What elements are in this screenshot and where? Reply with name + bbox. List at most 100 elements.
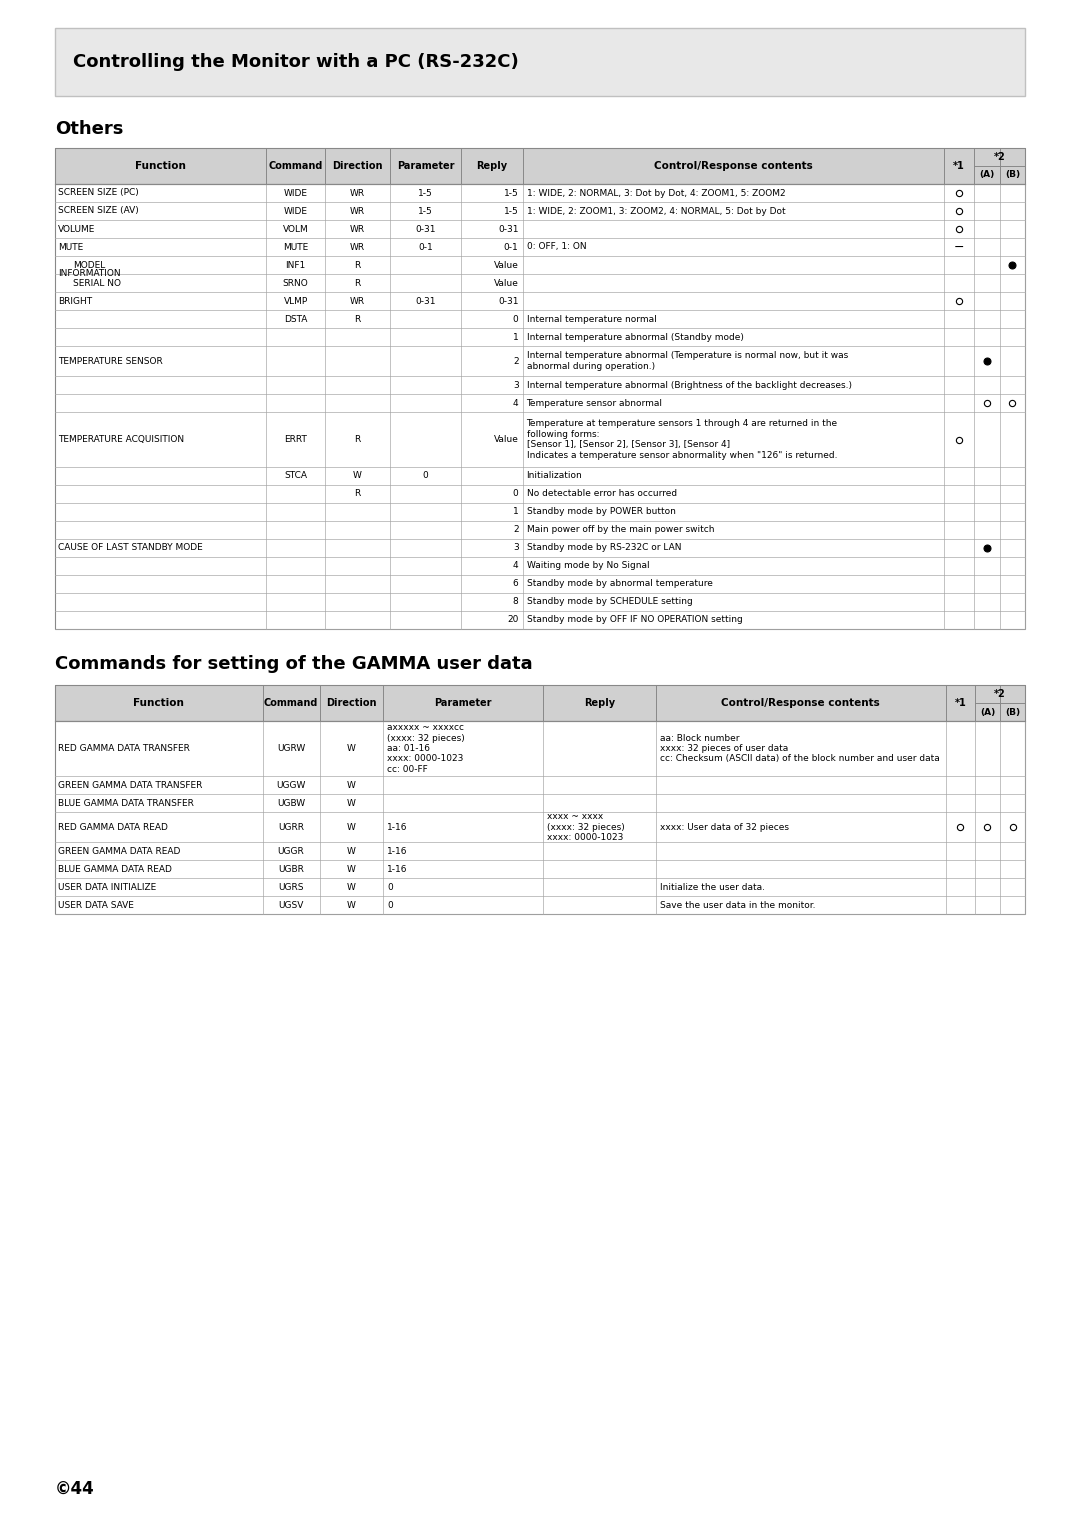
Text: R: R [354,278,361,287]
Text: UGRW: UGRW [276,744,306,753]
Text: Internal temperature abnormal (Standby mode): Internal temperature abnormal (Standby m… [527,333,743,342]
Text: Value: Value [494,278,518,287]
Text: W: W [347,846,356,855]
Text: MUTE: MUTE [283,243,308,252]
Text: 0-1: 0-1 [503,243,518,252]
Text: aa: Block number
xxxx: 32 pieces of user data
cc: Checksum (ASCII data) of the b: aa: Block number xxxx: 32 pieces of user… [660,733,940,764]
Text: 3: 3 [513,544,518,553]
Text: Control/Response contents: Control/Response contents [721,698,880,709]
Text: 1: WIDE, 2: NORMAL, 3: Dot by Dot, 4: ZOOM1, 5: ZOOM2: 1: WIDE, 2: NORMAL, 3: Dot by Dot, 4: ZO… [527,188,785,197]
Text: *1: *1 [955,698,967,709]
Text: UGRR: UGRR [278,823,305,832]
Text: UGGR: UGGR [278,846,305,855]
Text: WR: WR [350,224,365,234]
Text: W: W [347,799,356,808]
Text: Function: Function [135,160,186,171]
Text: No detectable error has occurred: No detectable error has occurred [527,490,677,498]
Text: 8: 8 [513,597,518,606]
Text: Temperature sensor abnormal: Temperature sensor abnormal [527,399,662,408]
Text: 6: 6 [513,580,518,588]
Text: Standby mode by POWER button: Standby mode by POWER button [527,507,675,516]
Text: Others: Others [55,121,123,137]
Text: VOLUME: VOLUME [58,224,95,234]
Text: WR: WR [350,243,365,252]
Text: 0: 0 [513,490,518,498]
Text: Standby mode by abnormal temperature: Standby mode by abnormal temperature [527,580,713,588]
Text: 0-31: 0-31 [416,224,436,234]
Text: Command: Command [268,160,323,171]
Text: Parameter: Parameter [434,698,492,709]
Text: UGBR: UGBR [279,864,303,873]
Text: CAUSE OF LAST STANDBY MODE: CAUSE OF LAST STANDBY MODE [58,544,203,553]
Text: VOLM: VOLM [283,224,309,234]
Text: Function: Function [133,698,185,709]
Text: STCA: STCA [284,472,307,481]
Text: SCREEN SIZE (AV): SCREEN SIZE (AV) [58,206,138,215]
Text: Direction: Direction [332,160,382,171]
Text: 1-5: 1-5 [418,188,433,197]
Text: 1-16: 1-16 [388,823,408,832]
Text: Commands for setting of the GAMMA user data: Commands for setting of the GAMMA user d… [55,655,532,673]
Bar [55,686,1025,721]
Text: W: W [347,901,356,910]
Text: W: W [347,883,356,892]
Text: Direction: Direction [326,698,377,709]
Text: Value: Value [494,435,518,444]
Text: W: W [347,744,356,753]
Text: *2: *2 [994,153,1005,162]
Text: TEMPERATURE SENSOR: TEMPERATURE SENSOR [58,356,163,365]
Text: 1: WIDE, 2: ZOOM1, 3: ZOOM2, 4: NORMAL, 5: Dot by Dot: 1: WIDE, 2: ZOOM1, 3: ZOOM2, 4: NORMAL, … [527,206,785,215]
Text: ERRT: ERRT [284,435,307,444]
Text: xxxx ~ xxxx
(xxxx: 32 pieces)
xxxx: 0000-1023: xxxx ~ xxxx (xxxx: 32 pieces) xxxx: 0000… [548,812,625,841]
Bar [55,721,1025,915]
Text: WR: WR [350,206,365,215]
Text: 20: 20 [508,615,518,625]
Text: 0: 0 [422,472,429,481]
Text: 1-5: 1-5 [503,206,518,215]
Text: Internal temperature abnormal (Temperature is normal now, but it was
abnormal du: Internal temperature abnormal (Temperatu… [527,351,848,371]
Text: VLMP: VLMP [283,296,308,305]
Text: xxxx: User data of 32 pieces: xxxx: User data of 32 pieces [660,823,788,832]
Text: DSTA: DSTA [284,315,307,324]
Text: 0-31: 0-31 [416,296,436,305]
Text: MUTE: MUTE [58,243,83,252]
Text: W: W [347,864,356,873]
Text: R: R [354,490,361,498]
Text: (A): (A) [980,707,995,716]
Text: Main power off by the main power switch: Main power off by the main power switch [527,525,714,534]
Text: 1-5: 1-5 [503,188,518,197]
Text: TEMPERATURE ACQUISITION: TEMPERATURE ACQUISITION [58,435,184,444]
Text: Value: Value [494,261,518,269]
Text: 1: 1 [513,333,518,342]
Text: BLUE GAMMA DATA READ: BLUE GAMMA DATA READ [58,864,172,873]
Text: INFORMATION: INFORMATION [58,269,121,278]
Text: Internal temperature normal: Internal temperature normal [527,315,657,324]
Text: RED GAMMA DATA READ: RED GAMMA DATA READ [58,823,167,832]
Text: USER DATA INITIALIZE: USER DATA INITIALIZE [58,883,157,892]
Text: R: R [354,315,361,324]
Text: Temperature at temperature sensors 1 through 4 are returned in the
following for: Temperature at temperature sensors 1 thr… [527,420,838,460]
Text: WIDE: WIDE [284,188,308,197]
Text: 4: 4 [513,399,518,408]
Text: BRIGHT: BRIGHT [58,296,92,305]
Bar [55,686,1025,721]
Text: SCREEN SIZE (PC): SCREEN SIZE (PC) [58,188,138,197]
Text: Reply: Reply [476,160,508,171]
Text: UGBW: UGBW [276,799,306,808]
Text: 0: OFF, 1: ON: 0: OFF, 1: ON [527,243,586,252]
Text: W: W [347,823,356,832]
Text: SERIAL NO: SERIAL NO [73,278,121,287]
Text: BLUE GAMMA DATA TRANSFER: BLUE GAMMA DATA TRANSFER [58,799,194,808]
Text: 3: 3 [513,380,518,389]
Text: Control/Response contents: Control/Response contents [654,160,813,171]
Text: W: W [347,780,356,789]
Text: R: R [354,435,361,444]
Text: UGSV: UGSV [279,901,303,910]
Text: 1-5: 1-5 [418,206,433,215]
Text: −: − [954,240,964,253]
Text: 0-1: 0-1 [418,243,433,252]
Text: 0: 0 [388,901,393,910]
Text: GREEN GAMMA DATA READ: GREEN GAMMA DATA READ [58,846,180,855]
Text: 1-16: 1-16 [388,864,408,873]
Text: Controlling the Monitor with a PC (RS-232C): Controlling the Monitor with a PC (RS-23… [73,53,518,70]
